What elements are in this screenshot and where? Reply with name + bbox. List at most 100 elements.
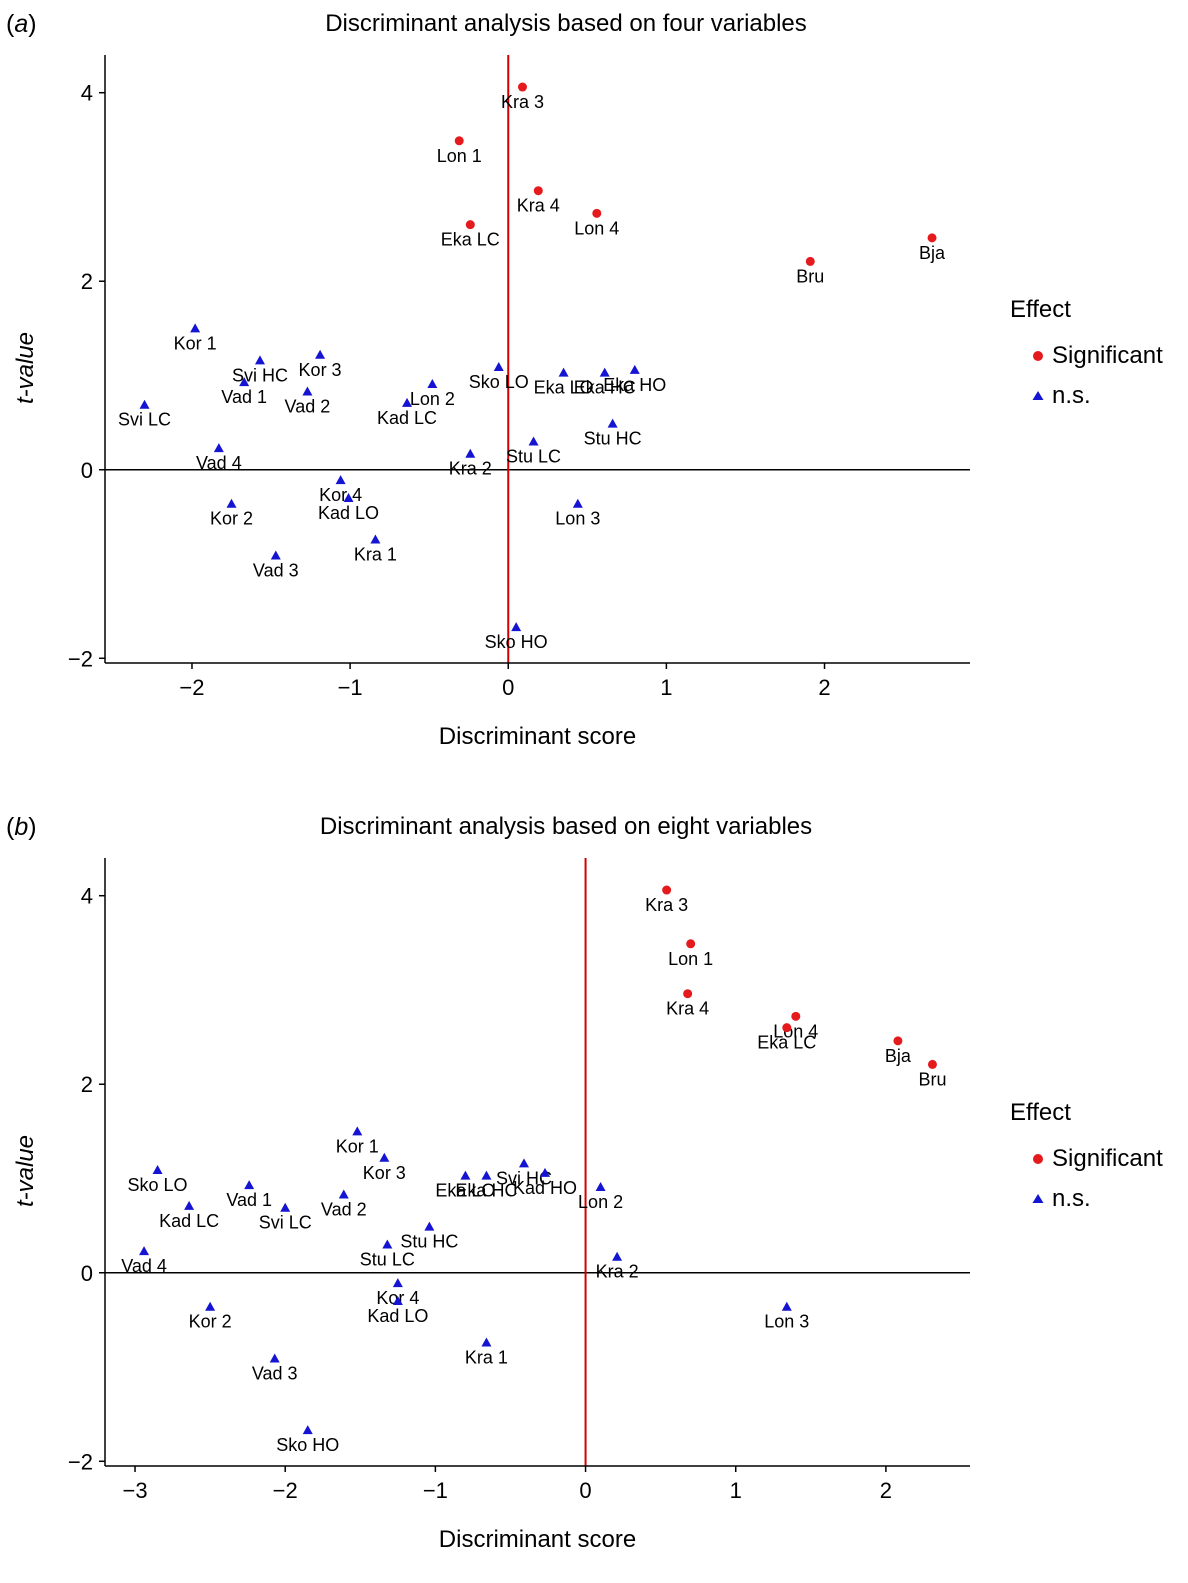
point-label: Kor 2 [210,509,253,529]
data-point-ns [226,498,237,508]
data-point-significant [465,220,475,230]
circle-marker-icon [1033,351,1043,361]
legend: Effect Significant n.s. [1010,1099,1163,1219]
point-label: Lon 3 [555,509,600,529]
data-point-ns [528,436,539,446]
point-label: Eka LC [441,230,500,250]
data-point-ns [352,1126,363,1136]
legend: Effect Significant n.s. [1010,296,1163,416]
point-label: Svi LC [118,410,171,430]
point-label: Sko HO [276,1435,339,1455]
y-tick-label: 2 [81,1072,93,1097]
point-label: Sko LO [128,1175,188,1195]
legend-label: n.s. [1052,382,1091,409]
data-point-ns [427,378,438,388]
point-label: Kra 3 [645,895,688,915]
data-point-ns [424,1221,435,1231]
chart-panel-b: (b) Discriminant analysis based on eight… [0,803,1188,1583]
data-point-ns [540,1167,551,1177]
point-label: Kad LC [159,1211,219,1231]
legend-item-significant: Significant [1010,336,1163,376]
point-label: Vad 3 [252,1364,298,1384]
point-label: Kad LO [367,1306,428,1326]
x-axis-title: Discriminant score [438,1526,637,1553]
point-label: Kad HO [513,1178,577,1198]
legend-title: Effect [1010,1099,1071,1126]
point-label: Vad 4 [121,1256,167,1276]
point-label: Bru [918,1069,946,1089]
x-tick-label: 0 [502,675,514,700]
x-tick-label: −2 [179,675,204,700]
point-label: Vad 2 [321,1200,367,1220]
data-point-ns [511,622,522,632]
data-point-ns [269,1353,280,1363]
data-point-ns [244,1180,255,1190]
x-axis-title: Discriminant score [438,723,637,750]
point-label: Bja [919,243,946,263]
data-point-ns [280,1202,291,1212]
data-point-significant [592,208,602,218]
point-label: Stu HC [584,429,642,449]
y-tick-label: −2 [68,1449,93,1474]
data-point-ns [184,1200,195,1210]
point-label: Vad 3 [253,561,299,581]
y-axis-title: t-value [12,332,40,404]
point-label: Kra 2 [449,459,492,479]
x-tick-label: −1 [423,1478,448,1503]
data-point-ns [402,397,413,407]
chart-panel-a: (a) Discriminant analysis based on four … [0,0,1188,780]
point-label: Kra 2 [596,1262,639,1282]
point-label: Eka LO [534,378,594,398]
data-point-ns [465,448,476,458]
point-label: Vad 1 [226,1190,272,1210]
point-label: Kra 1 [465,1348,508,1368]
point-label: Svi HC [496,1168,552,1188]
scatter-plot: −2 −1 0 1 2 −2 0 2 4 Kra 3 Lon 1 Kra 4 Lon 4 Eka LC Bj… [68,55,970,700]
point-label: Lon 2 [410,389,455,409]
x-tick-label: −2 [273,1478,298,1503]
data-point-significant [893,1036,903,1046]
point-label: Lon 1 [668,949,713,969]
data-point-significant [517,82,527,92]
data-point-ns [205,1301,216,1311]
data-point-ns [302,386,313,396]
point-label: Lon 4 [574,218,619,238]
point-label: Lon 2 [578,1192,623,1212]
y-tick-label: 4 [81,884,93,909]
point-label: Sko HO [485,632,548,652]
data-point-ns [599,367,610,377]
data-point-ns [595,1181,606,1191]
data-point-ns [370,534,381,544]
data-point-ns [629,364,640,374]
circle-marker-icon [1033,1154,1043,1164]
y-tick-label: 2 [81,269,93,294]
point-label: Kor 3 [299,360,342,380]
panel-label: (b) [6,813,37,841]
point-label: Stu LC [506,446,561,466]
x-tick-label: 1 [730,1478,742,1503]
x-tick-label: 0 [579,1478,591,1503]
point-label: Bja [885,1046,912,1066]
data-point-ns [379,1152,390,1162]
data-point-ns [481,1337,492,1347]
point-label: Eka HC [574,378,636,398]
triangle-marker-icon [1032,391,1044,400]
data-point-ns [781,1301,792,1311]
data-point-ns [558,367,569,377]
point-label: Lon 3 [764,1312,809,1332]
data-point-ns [493,362,504,372]
data-point-significant [662,885,672,895]
x-tick-label: 1 [660,675,672,700]
legend-label: Significant [1052,342,1163,369]
y-tick-label: −2 [68,646,93,671]
point-label: Eka HC [455,1181,517,1201]
point-label: Kra 1 [354,545,397,565]
point-label: Vad 2 [285,397,331,417]
point-label: Kra 3 [501,92,544,112]
legend-item-significant: Significant [1010,1139,1163,1179]
point-label: Kad LC [377,408,437,428]
point-label: Svi LC [259,1213,312,1233]
point-label: Eka HO [603,375,666,395]
y-tick-label: 4 [81,81,93,106]
